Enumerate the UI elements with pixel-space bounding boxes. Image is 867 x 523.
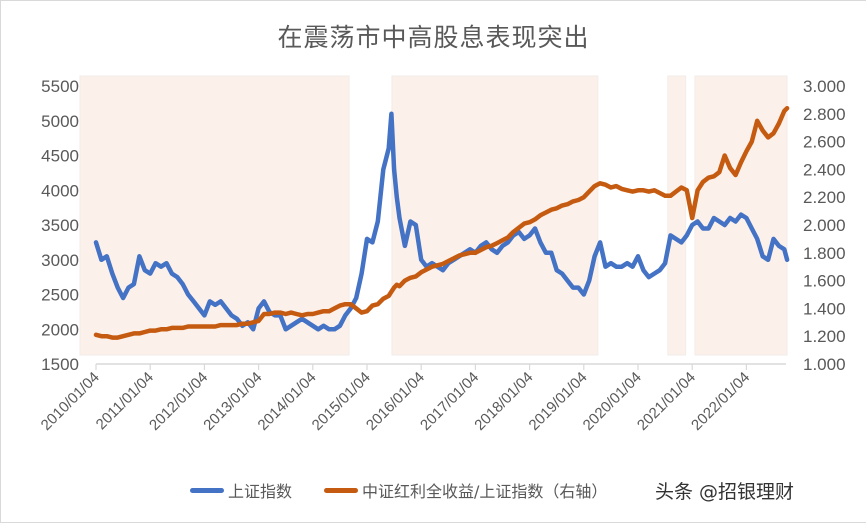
legend-item-shanghai-index: 上证指数 [190, 478, 292, 502]
series-dividend-ratio-line [93, 105, 790, 340]
y-left-tick-label: 2000 [41, 320, 79, 339]
y-right-tick-label: 2.400 [803, 160, 846, 179]
y-right-tick-label: 1.600 [803, 272, 846, 291]
y-right-tick-label: 1.400 [803, 299, 846, 318]
y-right-tick-label: 2.600 [803, 133, 846, 152]
x-tick-label: 2010/01/04 [38, 369, 103, 434]
legend-label: 上证指数 [228, 482, 293, 501]
series-lines [93, 105, 790, 340]
y-left-tick-label: 1500 [41, 355, 79, 374]
legend-swatch-blue [190, 487, 224, 493]
y-left-tick-label: 4000 [41, 181, 79, 200]
legend-label: 中证红利全收益/上证指数（右轴） [362, 482, 608, 501]
y-left-tick-label: 2500 [41, 286, 79, 305]
y-left-tick-label: 4500 [41, 147, 79, 166]
shaded-period [667, 75, 687, 356]
y-left-tick-label: 5000 [41, 112, 79, 131]
chart-title: 在震荡市中高股息表现突出 [277, 23, 590, 52]
y-right-tick-label: 1.800 [803, 244, 846, 263]
y-right-tick-label: 1.200 [803, 327, 846, 346]
shaded-period [391, 75, 599, 356]
y-axis-right: 1.000 1.200 1.400 1.600 1.800 2.000 2.200 2.400… [803, 77, 846, 374]
y-axis-left: 1500 2000 2500 3000 3500 4000 4500 5000 5500 [41, 77, 79, 374]
y-right-tick-label: 1.000 [803, 355, 846, 374]
y-right-tick-label: 3.000 [803, 77, 846, 96]
legend: 上证指数 中证红利全收益/上证指数（右轴） [190, 478, 639, 502]
shaded-period [79, 75, 350, 356]
y-left-tick-label: 3500 [41, 216, 79, 235]
y-right-tick-label: 2.000 [803, 216, 846, 235]
watermark: 头条 @招银理财 [655, 481, 795, 503]
shaded-periods [79, 75, 788, 356]
legend-swatch-orange [324, 487, 359, 493]
axes [95, 363, 786, 370]
y-left-tick-label: 5500 [41, 77, 79, 96]
x-tick-label: 2022/01/04 [688, 369, 753, 434]
x-axis: 2010/01/042011/01/042012/01/042013/01/04… [38, 369, 754, 434]
y-right-tick-label: 2.800 [803, 105, 846, 124]
y-right-tick-label: 2.200 [803, 188, 846, 207]
legend-item-dividend-ratio: 中证红利全收益/上证指数（右轴） [324, 478, 607, 502]
y-left-tick-label: 3000 [41, 251, 79, 270]
